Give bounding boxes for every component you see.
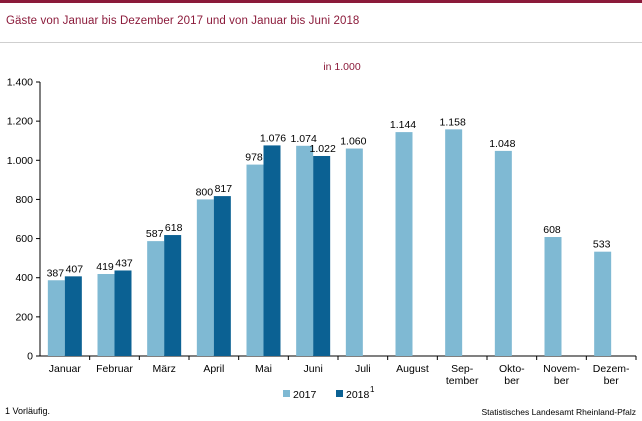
data-label-2018: 407 [66, 263, 84, 275]
data-label-2017: 800 [196, 186, 214, 198]
data-label-2018: 1.022 [310, 143, 336, 155]
x-tick-label: Sep- [451, 363, 474, 375]
bar-2017 [97, 273, 115, 356]
x-tick-label: Okto- [499, 363, 525, 375]
x-tick-label: Februar [96, 363, 133, 375]
y-tick-label: 1.200 [7, 116, 33, 128]
top-accent-rule [0, 0, 642, 3]
bar-2018 [64, 276, 82, 356]
bar-2018 [263, 145, 281, 356]
data-label-2017: 978 [245, 152, 263, 164]
data-label-2017: 1.074 [291, 133, 317, 145]
x-tick-label: August [396, 363, 429, 375]
bar-2018 [164, 235, 182, 356]
data-label-2017: 1.158 [440, 116, 466, 128]
data-label-2017: 1.060 [340, 136, 366, 148]
data-label-2017: 419 [96, 261, 114, 273]
y-tick-label: 1.000 [7, 155, 33, 167]
data-label-2017: 587 [146, 228, 164, 240]
x-tick-label: ber [604, 375, 620, 387]
x-tick-label: Juli [355, 363, 371, 375]
data-label-2017: 608 [543, 224, 561, 236]
bar-2017 [296, 145, 314, 356]
data-label-2018: 618 [165, 222, 183, 234]
legend-swatch-2017 [283, 390, 290, 397]
legend-label-2017: 2017 [293, 389, 317, 401]
x-tick-label: ber [504, 375, 520, 387]
unit-label: in 1.000 [323, 61, 361, 73]
bar-2017 [395, 132, 413, 356]
x-tick-label: Novem- [543, 363, 580, 375]
bar-2018 [213, 196, 231, 356]
x-tick-label: Dezem- [593, 363, 630, 375]
bar-2017 [147, 241, 165, 356]
bar-2017 [594, 251, 612, 356]
x-tick-label: Januar [49, 363, 82, 375]
data-label-2018: 437 [115, 257, 133, 269]
bar-2018 [114, 270, 132, 356]
x-tick-label: ber [554, 375, 570, 387]
chart-title: Gäste von Januar bis Dezember 2017 und v… [6, 15, 360, 27]
x-tick-label: Mai [255, 363, 272, 375]
y-tick-label: 600 [15, 233, 33, 245]
footnote: 1 Vorläufig. [5, 406, 51, 416]
bar-2017 [47, 280, 65, 356]
data-label-2017: 387 [47, 267, 65, 279]
title-divider [0, 42, 642, 43]
legend-label-2018: 2018 [346, 389, 370, 401]
x-tick-label: April [203, 363, 224, 375]
source-credit: Statistisches Landesamt Rheinland-Pfalz [481, 407, 637, 417]
legend-footnote-mark: 1 [370, 385, 375, 394]
data-label-2017: 1.048 [489, 138, 515, 150]
y-tick-label: 400 [15, 272, 33, 284]
data-label-2017: 1.144 [390, 119, 416, 131]
bar-2018 [313, 155, 331, 356]
bar-2017 [544, 237, 562, 356]
bar-2017 [196, 199, 214, 356]
bar-2017 [246, 164, 264, 356]
data-label-2018: 817 [215, 183, 233, 195]
bar-2017 [445, 129, 463, 356]
x-tick-label: Juni [304, 363, 323, 375]
data-label-2018: 1.076 [260, 132, 286, 144]
x-tick-label: tember [446, 375, 479, 387]
y-tick-label: 200 [15, 311, 33, 323]
legend-swatch-2018 [336, 390, 343, 397]
x-tick-label: März [152, 363, 175, 375]
y-tick-label: 800 [15, 194, 33, 206]
bar-2017 [494, 150, 512, 356]
data-label-2017: 533 [593, 239, 611, 251]
bar-2017 [345, 148, 363, 356]
y-tick-label: 1.400 [7, 77, 33, 89]
y-tick-label: 0 [27, 351, 33, 363]
